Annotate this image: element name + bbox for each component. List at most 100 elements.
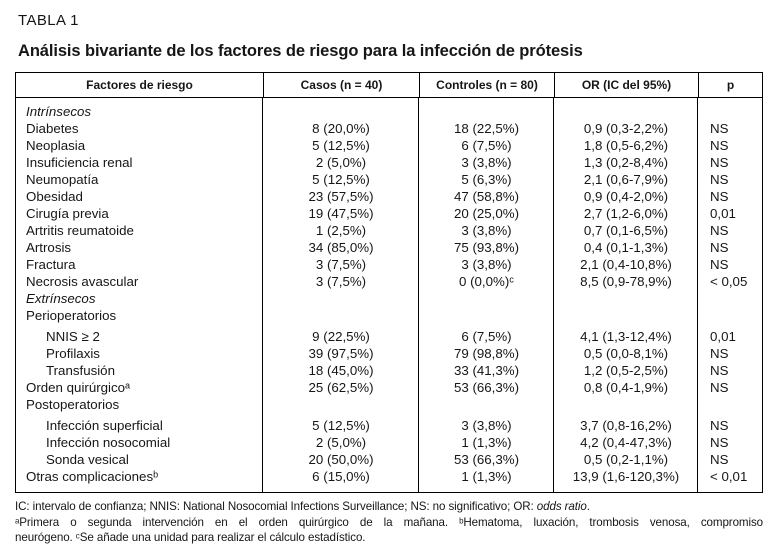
table-row: Intrínsecos xyxy=(16,103,762,120)
casos-value: 3 (7,5%) xyxy=(315,274,367,289)
risk-factors-table: Factores de riesgo Casos (n = 40) Contro… xyxy=(15,72,763,493)
table-row: Perioperatorios xyxy=(16,307,762,324)
column-header-or: OR (IC del 95%) xyxy=(554,73,698,97)
table-row: Obesidad 23 (57,5%) 47 (58,8%) 0,9 (0,4-… xyxy=(16,188,762,205)
casos-value xyxy=(263,290,419,307)
column-header-factores: Factores de riesgo xyxy=(86,78,193,92)
or-value: 0,4 (0,1-1,3%) xyxy=(583,240,669,255)
controles-value: 1 (1,3%) xyxy=(461,469,512,484)
p-value xyxy=(698,103,762,120)
column-divider xyxy=(418,98,419,492)
table-row: Orden quirúrgicoᵃ 25 (62,5%) 53 (66,3%) … xyxy=(16,379,762,396)
or-value: 1,2 (0,5-2,5%) xyxy=(583,363,669,378)
p-value: < 0,05 xyxy=(710,274,748,289)
risk-factor-label: Neumopatía xyxy=(26,172,99,187)
table-title: Análisis bivariante de los factores de r… xyxy=(18,42,583,60)
abbreviations-period: . xyxy=(586,500,590,513)
risk-factor-label: Otras complicacionesᵇ xyxy=(26,469,159,484)
abbreviations-italic-text: odds ratio xyxy=(536,500,587,513)
risk-factor-label: Postoperatorios xyxy=(26,397,120,412)
column-header-controles: Controles (n = 80) xyxy=(419,73,554,97)
p-value: NS xyxy=(710,257,729,272)
table-row: Postoperatorios xyxy=(16,396,762,413)
casos-value: 25 (62,5%) xyxy=(308,380,374,395)
risk-factor-label: Insuficiencia renal xyxy=(26,155,133,170)
casos-value xyxy=(263,396,419,413)
risk-factor-label: Intrínsecos xyxy=(26,104,92,119)
table-row: Diabetes 8 (20,0%) 18 (22,5%) 0,9 (0,3-2… xyxy=(16,120,762,137)
risk-factor-label: Necrosis avascular xyxy=(26,274,139,289)
or-value: 2,7 (1,2-6,0%) xyxy=(583,206,669,221)
controles-value: 3 (3,8%) xyxy=(461,155,512,170)
p-value: 0,01 xyxy=(710,206,736,221)
or-value: 1,3 (0,2-8,4%) xyxy=(583,155,669,170)
footnote-line-2: neurógeno. ᶜSe añade una unidad para rea… xyxy=(15,531,366,544)
controles-value: 6 (7,5%) xyxy=(461,329,512,344)
controles-value: 53 (66,3%) xyxy=(453,380,520,395)
p-value: NS xyxy=(710,240,729,255)
casos-value xyxy=(263,103,419,120)
casos-value: 9 (22,5%) xyxy=(312,329,370,344)
or-value: 2,1 (0,6-7,9%) xyxy=(583,172,669,187)
or-value: 4,2 (0,4-47,3%) xyxy=(580,435,672,450)
or-value: 0,5 (0,2-1,1%) xyxy=(583,452,669,467)
casos-value: 20 (50,0%) xyxy=(308,452,374,467)
risk-factor-label: Infección nosocomial xyxy=(46,435,171,450)
risk-factor-label: Perioperatorios xyxy=(26,308,117,323)
table-number-label: TABLA 1 xyxy=(18,12,79,29)
or-value: 1,8 (0,5-6,2%) xyxy=(583,138,669,153)
risk-factor-label: Infección superficial xyxy=(46,418,163,433)
p-value: NS xyxy=(710,155,729,170)
table-row: Sonda vesical 20 (50,0%) 53 (66,3%) 0,5 … xyxy=(16,451,762,468)
or-value xyxy=(554,103,698,120)
controles-value xyxy=(419,290,554,307)
casos-value: 2 (5,0%) xyxy=(315,155,367,170)
controles-value: 20 (25,0%) xyxy=(453,206,520,221)
risk-factor-label: Orden quirúrgicoᵃ xyxy=(26,380,130,395)
p-value: NS xyxy=(710,189,729,204)
risk-factor-label: Artritis reumatoide xyxy=(26,223,134,238)
abbreviations-text: IC: intervalo de confianza; NNIS: Nation… xyxy=(15,500,537,513)
or-value xyxy=(554,290,698,307)
or-value: 0,5 (0,0-8,1%) xyxy=(583,346,669,361)
risk-factor-label: Profilaxis xyxy=(46,346,100,361)
table-row: Artrosis 34 (85,0%) 75 (93,8%) 0,4 (0,1-… xyxy=(16,239,762,256)
column-divider xyxy=(553,98,554,492)
footnote-line-1: ᵃPrimera o segunda intervención en el or… xyxy=(15,515,763,529)
p-value: NS xyxy=(710,223,729,238)
or-value xyxy=(554,396,698,413)
controles-value: 6 (7,5%) xyxy=(461,138,512,153)
controles-value: 0 (0,0%)ᶜ xyxy=(459,274,514,289)
p-value: NS xyxy=(710,418,729,433)
controles-value: 1 (1,3%) xyxy=(461,435,512,450)
casos-value: 5 (12,5%) xyxy=(312,418,370,433)
p-value: < 0,01 xyxy=(710,469,748,484)
or-value: 0,9 (0,3-2,2%) xyxy=(583,121,669,136)
p-value xyxy=(698,307,762,324)
controles-value xyxy=(419,103,554,120)
or-value: 0,7 (0,1-6,5%) xyxy=(583,223,669,238)
p-value: 0,01 xyxy=(710,329,736,344)
table-row: Transfusión 18 (45,0%) 33 (41,3%) 1,2 (0… xyxy=(16,362,762,379)
table-row: Profilaxis 39 (97,5%) 79 (98,8%) 0,5 (0,… xyxy=(16,345,762,362)
risk-factor-label: NNIS ≥ 2 xyxy=(46,329,100,344)
column-divider xyxy=(697,98,698,492)
p-value: NS xyxy=(710,172,729,187)
table-row: Extrínsecos xyxy=(16,290,762,307)
controles-value: 3 (3,8%) xyxy=(461,223,512,238)
p-value: NS xyxy=(710,435,729,450)
casos-value: 8 (20,0%) xyxy=(312,121,370,136)
p-value xyxy=(698,290,762,307)
casos-value: 3 (7,5%) xyxy=(315,257,367,272)
casos-value: 6 (15,0%) xyxy=(312,469,370,484)
controles-value: 18 (22,5%) xyxy=(453,121,520,136)
risk-factor-label: Transfusión xyxy=(46,363,115,378)
risk-factor-label: Fractura xyxy=(26,257,76,272)
risk-factor-label: Neoplasia xyxy=(26,138,86,153)
controles-value: 75 (93,8%) xyxy=(453,240,520,255)
table-row: Neumopatía 5 (12,5%) 5 (6,3%) 2,1 (0,6-7… xyxy=(16,171,762,188)
risk-factor-label: Artrosis xyxy=(26,240,72,255)
casos-value xyxy=(263,307,419,324)
table-row: Infección nosocomial 2 (5,0%) 1 (1,3%) 4… xyxy=(16,434,762,451)
